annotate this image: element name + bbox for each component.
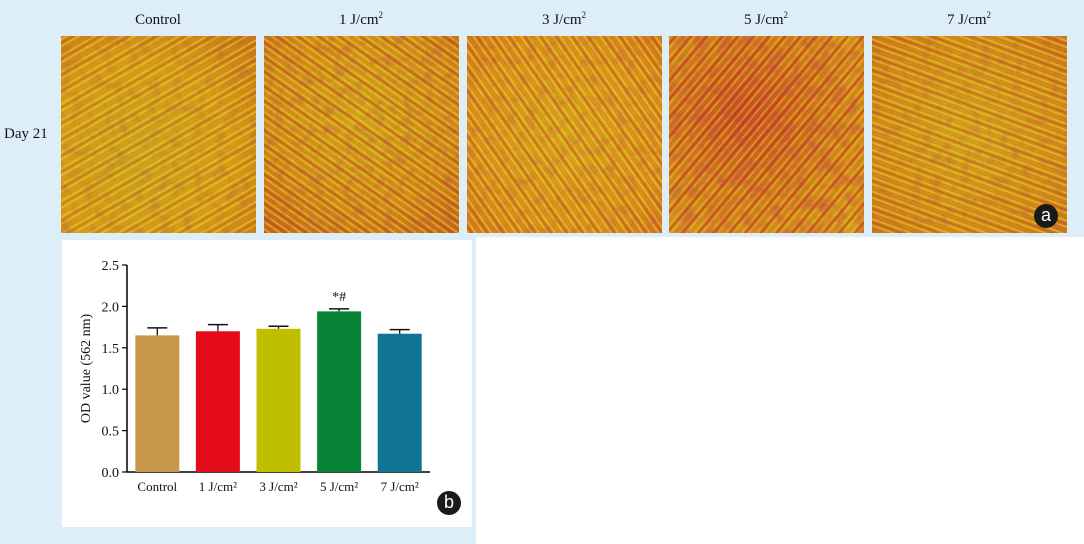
y-tick-label: 0.5 bbox=[102, 425, 120, 440]
bar-3 bbox=[317, 311, 362, 472]
bar-0 bbox=[135, 335, 180, 472]
y-tick-label: 0.0 bbox=[102, 466, 120, 481]
micrograph-3jcm2 bbox=[467, 36, 662, 233]
y-axis-label: OD value (562 nm) bbox=[79, 314, 94, 424]
panel-a-badge: a bbox=[1034, 204, 1058, 228]
panel-b-badge: b bbox=[437, 491, 461, 515]
bar-chart-card: 0.0 0.5 1.0 1.5 2.0 2.5 OD value (562 nm) Contr… bbox=[62, 240, 472, 527]
x-tick-label: 5 J/cm² bbox=[320, 479, 358, 494]
significance-annotation: *# bbox=[332, 290, 346, 305]
micrograph-1jcm2 bbox=[264, 36, 459, 233]
x-tick-label: 7 J/cm² bbox=[381, 479, 419, 494]
micrograph-7jcm2 bbox=[872, 36, 1067, 233]
column-label-1jcm2: 1 J/cm2 bbox=[338, 10, 384, 29]
x-tick-label: Control bbox=[137, 479, 177, 494]
column-label-control: Control bbox=[135, 12, 181, 28]
y-tick-label: 1.0 bbox=[102, 383, 120, 398]
micrograph-control bbox=[61, 36, 256, 233]
x-tick-label: 3 J/cm² bbox=[259, 479, 297, 494]
micrograph-5jcm2 bbox=[669, 36, 864, 233]
y-tick-label: 1.5 bbox=[102, 342, 120, 357]
bar-4 bbox=[377, 333, 422, 472]
y-tick-label: 2.5 bbox=[102, 259, 120, 274]
od-bar-chart: 0.0 0.5 1.0 1.5 2.0 2.5 OD value (562 nm) Contr… bbox=[79, 259, 430, 494]
column-label-5jcm2: 5 J/cm2 bbox=[743, 10, 789, 29]
bar-2 bbox=[256, 328, 301, 472]
row-label-day21: Day 21 bbox=[4, 126, 48, 142]
column-label-3jcm2: 3 J/cm2 bbox=[541, 10, 587, 29]
column-label-7jcm2: 7 J/cm2 bbox=[946, 10, 992, 29]
bar-1 bbox=[195, 331, 240, 472]
y-tick-label: 2.0 bbox=[102, 300, 120, 315]
x-tick-label: 1 J/cm² bbox=[199, 479, 237, 494]
